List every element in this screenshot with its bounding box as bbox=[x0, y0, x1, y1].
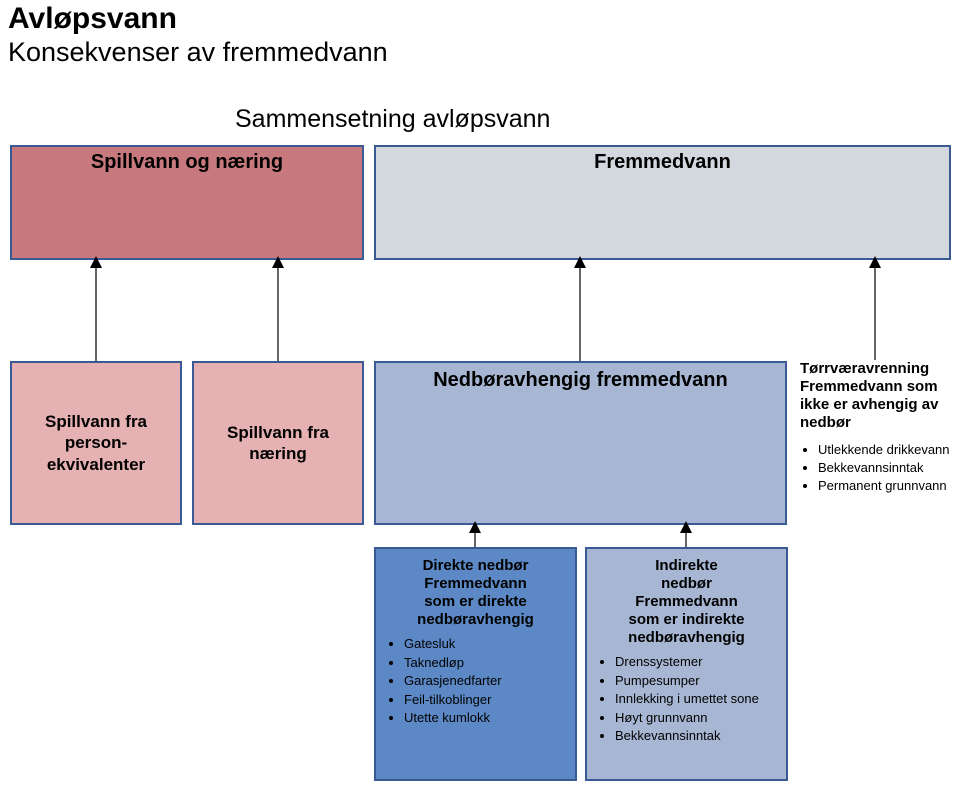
row3-b1-list: Gatesluk Taknedløp Garasjenedfarter Feil… bbox=[382, 635, 569, 728]
row2-nedboer-box: Nedbøravhengig fremmedvann bbox=[374, 361, 787, 525]
row3-b2-head: Indirekte nedbør Fremmedvann som er indi… bbox=[628, 557, 745, 647]
title-line1: Avløpsvann bbox=[8, 2, 388, 37]
r3b1-h3: som er direkte bbox=[424, 593, 527, 610]
right-text-block: Tørrværavrenning Fremmedvann som ikke er… bbox=[800, 360, 955, 496]
list-item: Permanent grunnvann bbox=[818, 478, 955, 495]
r3b2-h5: nedbøravhengig bbox=[628, 629, 745, 646]
list-item: Innlekking i umettet sone bbox=[615, 690, 780, 708]
row2-b2-l1: Spillvann fra bbox=[227, 423, 329, 442]
r3b1-h2: Fremmedvann bbox=[424, 575, 527, 592]
r3b1-h1: Direkte nedbør bbox=[423, 557, 529, 574]
r3b2-h2: nedbør bbox=[661, 575, 712, 592]
row1-spillvann-box: Spillvann og næring bbox=[10, 145, 364, 260]
row2-b1-l1: Spillvann fra bbox=[45, 412, 147, 431]
list-item: Feil-tilkoblinger bbox=[404, 691, 569, 709]
r3b1-h4: nedbøravhengig bbox=[417, 611, 534, 628]
row1-right-label: Fremmedvann bbox=[594, 151, 731, 174]
row2-b1-l2: person- bbox=[65, 433, 127, 452]
rt-h4: nedbør bbox=[800, 414, 851, 431]
list-item: Pumpesumper bbox=[615, 672, 780, 690]
list-item: Høyt grunnvann bbox=[615, 709, 780, 727]
row2-b3-label: Nedbøravhengig fremmedvann bbox=[433, 369, 728, 392]
r3b2-h4: som er indirekte bbox=[629, 611, 745, 628]
right-text-list: Utlekkende drikkevann Bekkevannsinntak P… bbox=[800, 442, 955, 495]
row2-naering-box: Spillvann fra næring bbox=[192, 361, 364, 525]
list-item: Bekkevannsinntak bbox=[818, 460, 955, 477]
r3b2-h3: Fremmedvann bbox=[635, 593, 738, 610]
subtitle: Sammensetning avløpsvann bbox=[235, 105, 550, 134]
row3-b1-head: Direkte nedbør Fremmedvann som er direkt… bbox=[417, 557, 534, 629]
row2-b2-l2: næring bbox=[249, 444, 307, 463]
list-item: Bekkevannsinntak bbox=[615, 727, 780, 745]
list-item: Utlekkende drikkevann bbox=[818, 442, 955, 459]
row2-b1-l3: ekvivalenter bbox=[47, 455, 145, 474]
rt-h1: Tørrværavrenning bbox=[800, 360, 929, 377]
title-line2: Konsekvenser av fremmedvann bbox=[8, 37, 388, 68]
title-block: Avløpsvann Konsekvenser av fremmedvann bbox=[8, 2, 388, 68]
row1-fremmedvann-box: Fremmedvann bbox=[374, 145, 951, 260]
row3-b2-list: Drenssystemer Pumpesumper Innlekking i u… bbox=[593, 653, 780, 746]
list-item: Gatesluk bbox=[404, 635, 569, 653]
list-item: Garasjenedfarter bbox=[404, 672, 569, 690]
list-item: Drenssystemer bbox=[615, 653, 780, 671]
r3b2-h1: Indirekte bbox=[655, 557, 718, 574]
rt-h2: Fremmedvann som bbox=[800, 378, 938, 395]
row2-personekvivalenter-box: Spillvann fra person- ekvivalenter bbox=[10, 361, 182, 525]
list-item: Utette kumlokk bbox=[404, 709, 569, 727]
row3-direkte-box: Direkte nedbør Fremmedvann som er direkt… bbox=[374, 547, 577, 781]
row1-left-label: Spillvann og næring bbox=[91, 151, 283, 174]
rt-h3: ikke er avhengig av bbox=[800, 396, 938, 413]
right-text-head: Tørrværavrenning Fremmedvann som ikke er… bbox=[800, 360, 955, 432]
list-item: Taknedløp bbox=[404, 654, 569, 672]
row3-indirekte-box: Indirekte nedbør Fremmedvann som er indi… bbox=[585, 547, 788, 781]
